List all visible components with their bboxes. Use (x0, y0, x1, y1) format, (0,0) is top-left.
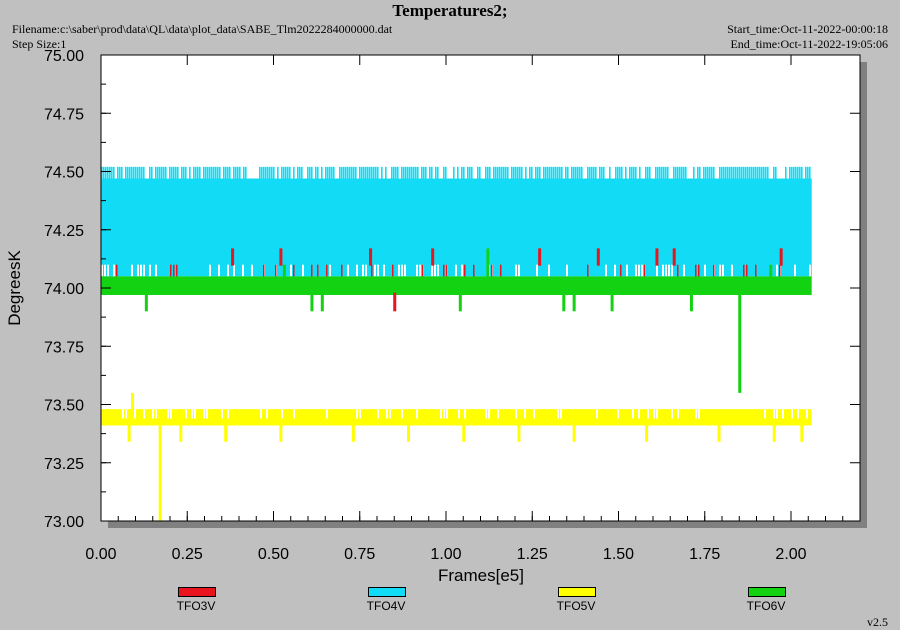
spike-down-tfo3v-0 (393, 292, 397, 312)
spike-down-tfo5v-11 (717, 425, 721, 442)
spike-up-tfo3v-5 (596, 248, 600, 266)
step-size-label: Step Size:1 (12, 37, 67, 51)
band-tfo4v (101, 178, 812, 277)
spike-down-tfo6v-1 (310, 294, 314, 312)
legend-label-tfo4v: TFO4V (366, 599, 406, 613)
spike-down-tfo6v-3 (458, 294, 462, 312)
x-tick-label: 0.25 (172, 546, 203, 563)
x-tick-label: 0.50 (258, 546, 289, 563)
band-tfo6v (101, 276, 812, 295)
legend-swatch-tfo5v (558, 587, 596, 597)
spike-up-tfo6v-0 (486, 248, 490, 278)
spike-up-tfo3v-0 (231, 248, 235, 266)
x-tick-label: 0.00 (85, 546, 116, 563)
spike-down-tfo5v-1 (127, 425, 131, 442)
spike-down-tfo6v-0 (144, 294, 148, 312)
y-tick-label: 73.75 (44, 339, 84, 356)
legend-swatch-tfo4v (368, 587, 406, 597)
legend-label-tfo6v: TFO6V (746, 599, 786, 613)
noise-tfo5v (122, 409, 808, 419)
spike-down-tfo5v-13 (800, 425, 804, 442)
legend-swatch-tfo6v (748, 587, 786, 597)
spike-down-tfo6v-7 (689, 294, 693, 312)
spike-up-tfo3v-6 (655, 248, 659, 266)
x-tick-label: 0.75 (344, 546, 375, 563)
legend-label-tfo5v: TFO5V (556, 599, 596, 613)
start-time-label: Start_time:Oct-11-2022-00:00:18 (727, 22, 888, 36)
series-spikes (127, 248, 804, 521)
y-tick-label: 73.25 (44, 456, 84, 473)
version-label: v2.5 (867, 615, 888, 629)
legend-swatch-tfo3v (178, 587, 216, 597)
spike-down-tfo6v-5 (572, 294, 576, 312)
spike-up-tfo3v-1 (279, 248, 283, 266)
spike-down-tfo5v-7 (462, 425, 466, 442)
y-tick-label: 74.25 (44, 223, 84, 240)
filename-label: Filename:c:\saber\prod\data\QL\data\plot… (12, 22, 393, 36)
spike-down-tfo5v-9 (572, 425, 576, 442)
spike-down-tfo5v-4 (279, 425, 283, 442)
plot-frame (100, 54, 861, 522)
x-tick-label: 1.00 (430, 546, 461, 563)
spike-down-tfo6v-2 (320, 294, 324, 312)
end-time-label: End_time:Oct-11-2022-19:05:06 (730, 37, 888, 51)
y-tick-label: 74.50 (44, 165, 84, 182)
y-tick-label: 75.00 (44, 48, 84, 65)
x-axis-label: Frames[e5] (438, 566, 524, 585)
axes: 73.00 73.25 73.50 73.75 74.00 74.25 74.50 74.75… (44, 48, 861, 563)
spike-up-tfo3v-4 (538, 248, 542, 266)
y-tick-label: 73.50 (44, 398, 84, 415)
spike-down-tfo6v-6 (610, 294, 614, 312)
spike-down-tfo5v-2 (179, 425, 183, 442)
spike-down-tfo5v-3 (224, 425, 228, 442)
spike-down-tfo5v-10 (645, 425, 649, 442)
x-tick-label: 1.25 (517, 546, 548, 563)
spike-down-tfo5v-0 (158, 425, 162, 521)
y-axis-label: DegreesK (5, 250, 24, 326)
spike-down-tfo6v-8 (738, 294, 742, 393)
x-tick-label: 1.50 (603, 546, 634, 563)
x-tick-label: 2.00 (775, 546, 806, 563)
spike-down-tfo5v-12 (772, 425, 776, 442)
band-tfo5v (101, 409, 812, 426)
spike-up-tfo5v-0 (131, 392, 135, 411)
x-tick-label: 1.75 (689, 546, 720, 563)
legend-label-tfo3v: TFO3V (176, 599, 216, 613)
y-tick-label: 73.00 (44, 514, 84, 531)
y-tick-label: 74.75 (44, 106, 84, 123)
noise-tfo4v (101, 166, 811, 180)
series-bands (101, 166, 812, 426)
chart-title: Temperatures2; (392, 1, 508, 20)
spike-down-tfo6v-4 (562, 294, 566, 312)
spike-up-tfo3v-7 (672, 248, 676, 266)
spike-down-tfo5v-6 (407, 425, 411, 442)
y-tick-label: 74.00 (44, 281, 84, 298)
spike-up-tfo6v-1 (282, 264, 286, 278)
spike-down-tfo5v-5 (351, 425, 355, 442)
spike-up-tfo3v-8 (779, 248, 783, 266)
spike-up-tfo3v-2 (369, 248, 373, 266)
spike-down-tfo5v-8 (517, 425, 521, 442)
spike-up-tfo3v-3 (431, 248, 435, 266)
spike-up-tfo6v-2 (769, 264, 773, 278)
